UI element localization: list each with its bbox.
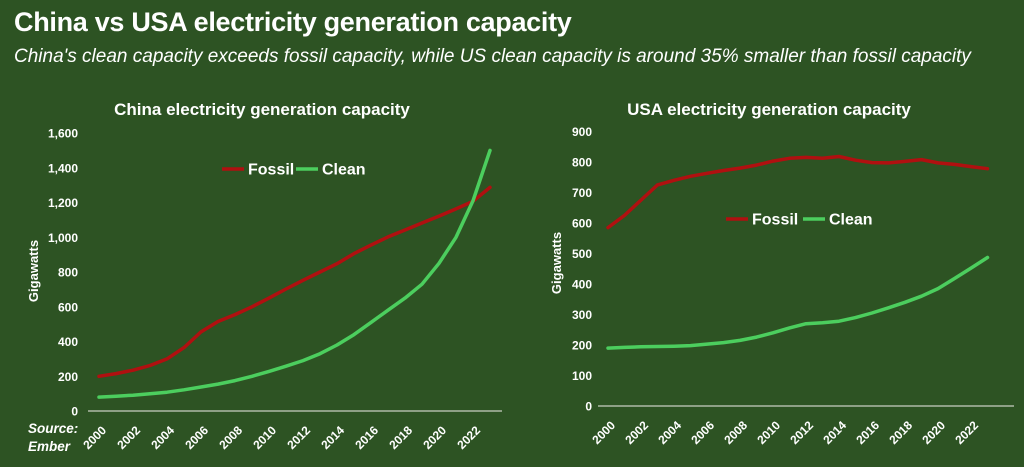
x-tick-label: 2020 xyxy=(420,423,449,452)
x-tick-label: 2022 xyxy=(952,418,981,447)
y-tick-label: 500 xyxy=(572,247,592,261)
x-tick-label: 2012 xyxy=(787,418,816,447)
legend-label-fossil: Fossil xyxy=(248,162,294,179)
x-tick-label: 2016 xyxy=(853,418,882,447)
y-tick-label: 1,000 xyxy=(48,231,78,245)
x-tick-label: 2002 xyxy=(114,423,143,452)
x-tick-label: 2010 xyxy=(250,423,279,452)
usa-chart: USA electricity generation capacity Giga… xyxy=(549,100,1014,447)
x-tick-label: 2014 xyxy=(318,423,347,452)
y-axis-title-usa: Gigawatts xyxy=(549,232,564,294)
y-tick-label: 600 xyxy=(572,217,592,231)
fossil-line xyxy=(97,185,492,379)
x-tick-label: 2004 xyxy=(148,423,177,452)
x-tick-label: 2008 xyxy=(216,423,245,452)
x-tick-label: 2008 xyxy=(721,418,750,447)
clean-line xyxy=(606,255,990,350)
y-tick-label: 900 xyxy=(572,125,592,139)
x-tick-label: 2014 xyxy=(820,418,849,447)
y-axis-title-china: Gigawatts xyxy=(26,240,41,302)
x-tick-label: 2012 xyxy=(284,423,313,452)
y-tick-label: 200 xyxy=(58,370,78,384)
x-tick-label: 2010 xyxy=(754,418,783,447)
y-tick-label: 700 xyxy=(572,186,592,200)
x-tick-label: 2004 xyxy=(655,418,684,447)
y-tick-label: 400 xyxy=(572,278,592,292)
y-tick-label: 0 xyxy=(585,400,592,414)
source-name: Ember xyxy=(28,439,71,454)
x-tick-label: 2018 xyxy=(886,418,915,447)
chart-title-usa: USA electricity generation capacity xyxy=(627,100,911,119)
y-tick-label: 100 xyxy=(572,369,592,383)
y-tick-label: 1,400 xyxy=(48,161,78,175)
legend-label-fossil: Fossil xyxy=(752,212,798,229)
x-tick-label: 2018 xyxy=(386,423,415,452)
y-tick-label: 800 xyxy=(572,156,592,170)
source-label: Source: xyxy=(28,421,79,436)
page-title: China vs USA electricity generation capa… xyxy=(14,7,572,37)
china-chart: China electricity generation capacity Gi… xyxy=(26,100,502,452)
y-tick-label: 1,600 xyxy=(48,127,78,141)
y-tick-label: 400 xyxy=(58,335,78,349)
x-tick-label: 2002 xyxy=(622,418,651,447)
chart-title-china: China electricity generation capacity xyxy=(114,100,410,119)
page-subtitle: China's clean capacity exceeds fossil ca… xyxy=(14,46,971,67)
x-tick-label: 2000 xyxy=(80,423,109,452)
fossil-line xyxy=(606,154,990,230)
y-tick-label: 300 xyxy=(572,308,592,322)
x-tick-label: 2016 xyxy=(352,423,381,452)
y-tick-label: 0 xyxy=(71,405,78,419)
x-tick-label: 2006 xyxy=(182,423,211,452)
clean-line xyxy=(97,148,492,399)
y-tick-label: 200 xyxy=(572,339,592,353)
y-tick-label: 1,200 xyxy=(48,196,78,210)
y-tick-label: 800 xyxy=(58,266,78,280)
legend-label-clean: Clean xyxy=(829,212,873,229)
source-note: Source: Ember xyxy=(28,420,78,456)
y-tick-label: 600 xyxy=(58,300,78,314)
x-tick-label: 2020 xyxy=(919,418,948,447)
x-tick-label: 2022 xyxy=(454,423,483,452)
legend-label-clean: Clean xyxy=(322,162,366,179)
x-tick-label: 2000 xyxy=(589,418,618,447)
x-tick-label: 2006 xyxy=(688,418,717,447)
